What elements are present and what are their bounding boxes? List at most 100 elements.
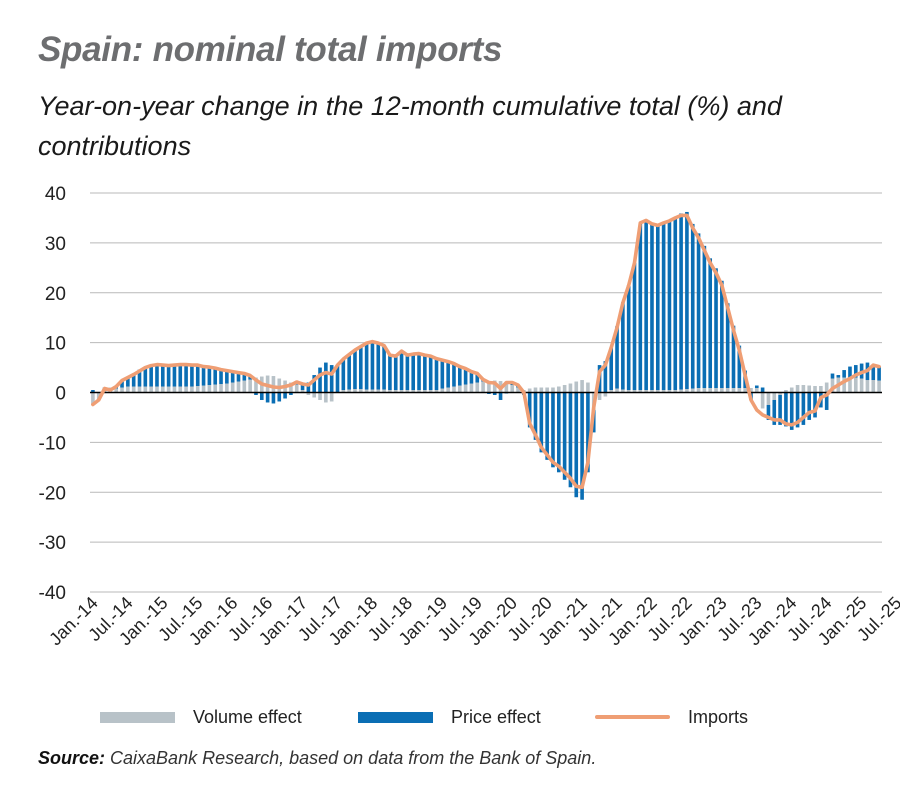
y-tick-label: 40 xyxy=(45,184,66,205)
bar-volume-effect xyxy=(749,388,753,393)
bar-volume-effect xyxy=(760,392,765,409)
x-tick-labels: Jan.-14Jul.-14Jan.-15Jul.-15Jan.-16Jul.-… xyxy=(45,593,900,650)
bar-price-effect xyxy=(708,258,713,389)
bar-volume-effect xyxy=(131,386,136,393)
bar-price-effect xyxy=(492,392,497,395)
bar-volume-effect xyxy=(714,388,718,393)
bar-volume-effect xyxy=(370,389,375,393)
bar-volume-effect xyxy=(405,390,410,393)
bar-volume-effect xyxy=(126,386,130,393)
bar-price-effect xyxy=(259,392,264,400)
bar-price-effect xyxy=(586,392,590,473)
bar-volume-effect xyxy=(848,377,852,393)
bar-volume-effect xyxy=(527,388,532,393)
bar-volume-effect xyxy=(545,387,549,393)
bar-volume-effect xyxy=(254,377,258,393)
bar-price-effect xyxy=(405,355,410,391)
bar-volume-effect xyxy=(155,386,159,393)
bar-price-effect xyxy=(813,392,817,418)
bar-volume-effect xyxy=(201,385,206,393)
bar-price-effect xyxy=(370,341,375,390)
bar-price-effect xyxy=(452,363,456,387)
bar-volume-effect xyxy=(673,390,678,393)
legend-label-volume: Volume effect xyxy=(193,706,302,727)
bar-volume-effect xyxy=(504,381,509,393)
legend-label-imports: Imports xyxy=(688,706,749,727)
bar-volume-effect xyxy=(178,386,183,393)
bar-volume-effect xyxy=(539,387,544,393)
bar-price-effect xyxy=(848,366,852,378)
bar-price-effect xyxy=(318,367,322,393)
bar-volume-effect xyxy=(708,388,713,393)
bar-price-effect xyxy=(91,390,95,393)
bar-volume-effect xyxy=(143,386,148,393)
bar-price-effect xyxy=(353,350,357,390)
bar-price-effect xyxy=(877,366,881,381)
bar-volume-effect xyxy=(842,377,846,393)
bar-volume-effect xyxy=(516,387,520,393)
bar-price-effect xyxy=(615,326,619,389)
bar-volume-effect xyxy=(795,385,800,393)
bar-volume-effect xyxy=(457,385,462,393)
bar-volume-effect xyxy=(487,381,491,393)
bar-volume-effect xyxy=(248,379,252,393)
bar-volume-effect xyxy=(597,392,602,400)
bar-price-effect xyxy=(824,392,829,410)
bar-volume-effect xyxy=(289,382,293,393)
bar-price-effect xyxy=(312,375,317,393)
bar-volume-effect xyxy=(463,384,468,393)
bar-price-effect xyxy=(574,392,579,498)
bar-volume-effect xyxy=(242,380,247,393)
bar-price-effect xyxy=(358,346,363,390)
bar-volume-effect xyxy=(492,380,497,393)
bar-price-effect xyxy=(795,392,800,428)
bar-price-effect xyxy=(254,392,258,395)
legend-swatch-imports xyxy=(595,715,670,719)
bar-price-effect xyxy=(720,280,724,389)
bar-volume-effect xyxy=(778,392,782,395)
bar-volume-effect xyxy=(609,390,614,393)
bar-price-effect xyxy=(417,353,421,391)
bar-price-effect xyxy=(731,325,736,389)
bar-price-effect xyxy=(160,365,165,387)
bar-volume-effect xyxy=(434,390,439,393)
bar-price-effect xyxy=(184,364,188,387)
bar-price-effect xyxy=(289,392,293,395)
bar-volume-effect xyxy=(324,392,328,403)
bar-price-effect xyxy=(172,365,177,387)
bar-volume-effect xyxy=(358,389,363,393)
bar-volume-effect xyxy=(679,389,683,393)
bar-price-effect xyxy=(143,367,148,387)
bar-price-effect xyxy=(335,365,340,393)
y-tick-label: -30 xyxy=(39,533,66,554)
bar-volume-effect xyxy=(120,387,124,393)
bar-price-effect xyxy=(679,213,683,390)
bar-volume-effect xyxy=(574,381,579,393)
bar-volume-effect xyxy=(91,392,95,405)
bar-volume-effect xyxy=(824,382,829,393)
bar-volume-effect xyxy=(388,390,392,393)
bar-volume-effect xyxy=(650,390,654,393)
bar-volume-effect xyxy=(353,389,357,393)
bar-price-effect xyxy=(428,356,433,391)
bar-volume-effect xyxy=(294,384,299,393)
bar-volume-effect xyxy=(341,390,346,393)
legend-label-price: Price effect xyxy=(451,706,541,727)
bar-volume-effect xyxy=(865,380,870,393)
bar-volume-effect xyxy=(277,378,282,393)
legend-swatch-volume xyxy=(100,711,175,723)
bar-price-effect xyxy=(300,384,305,391)
bar-price-effect xyxy=(277,392,282,402)
bar-price-effect xyxy=(667,221,672,391)
bar-volume-effect xyxy=(807,385,812,393)
bar-volume-effect xyxy=(580,380,584,393)
bar-price-effect xyxy=(463,368,468,385)
bar-volume-effect xyxy=(784,390,788,393)
bar-price-effect xyxy=(347,354,351,390)
legend-item-price: Price effect xyxy=(358,702,541,732)
bar-volume-effect xyxy=(720,388,724,393)
bars xyxy=(91,211,881,500)
bar-volume-effect xyxy=(819,386,823,393)
bar-price-effect xyxy=(446,361,450,388)
bar-price-effect xyxy=(702,245,707,389)
